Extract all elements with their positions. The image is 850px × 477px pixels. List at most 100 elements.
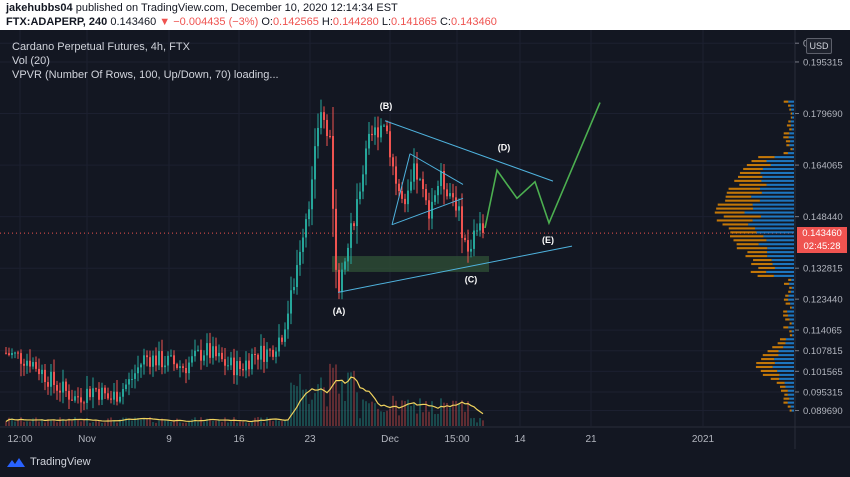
candle-body bbox=[179, 366, 181, 368]
volume-ma-line bbox=[5, 376, 484, 423]
volume-bar bbox=[38, 421, 40, 426]
vpvr-up-row bbox=[789, 318, 794, 321]
volume-bar bbox=[398, 415, 400, 426]
price-tick-label: 0.101565 bbox=[803, 367, 843, 378]
publish-text: published on TradingView.com, December 1… bbox=[75, 2, 398, 14]
time-axis[interactable]: 12:00 Nov 9 16 23 Dec 15:00 14 21 2021 bbox=[7, 434, 714, 445]
vpvr-down-row bbox=[786, 144, 790, 147]
vpvr-down-row bbox=[747, 251, 768, 254]
vpvr-down-row bbox=[750, 270, 767, 273]
volume-bar bbox=[20, 417, 22, 426]
volume-bar bbox=[323, 387, 325, 426]
vpvr-up-row bbox=[789, 397, 794, 400]
volume-bar bbox=[80, 421, 82, 426]
candle-body bbox=[137, 367, 139, 374]
volume-bar bbox=[482, 420, 484, 426]
candle-body bbox=[353, 223, 355, 227]
vpvr-down-row bbox=[717, 203, 753, 206]
volume-bar bbox=[431, 401, 433, 426]
candle-body bbox=[317, 127, 319, 147]
candle-body bbox=[245, 360, 247, 371]
candle-body bbox=[401, 191, 403, 199]
candle-body bbox=[158, 351, 160, 366]
candle-body bbox=[359, 191, 361, 200]
volume-bar bbox=[341, 381, 343, 426]
candle-body bbox=[275, 351, 277, 357]
candle-body bbox=[167, 355, 169, 366]
volume-bar bbox=[128, 418, 130, 426]
vpvr-down-row bbox=[751, 262, 773, 266]
vpvr-down-row bbox=[790, 112, 793, 115]
volume-bar bbox=[203, 422, 205, 426]
vpvr-up-row bbox=[779, 377, 794, 380]
volume-bar bbox=[242, 421, 244, 426]
vpvr-up-row bbox=[752, 219, 794, 222]
legend-vpvr[interactable]: VPVR (Number Of Rows, 100, Up/Down, 70) … bbox=[12, 69, 279, 81]
vpvr-down-row bbox=[788, 278, 792, 281]
vpvr-down-row bbox=[758, 156, 775, 159]
price-chart[interactable]: (A)(B)(C)(D)(E) 0.2010.1953150.1796900.1… bbox=[0, 30, 850, 449]
candle-body bbox=[458, 206, 460, 211]
candle-body bbox=[233, 357, 235, 376]
vpvr-down-row bbox=[783, 136, 789, 139]
volume-bar bbox=[230, 421, 232, 426]
volume-bar bbox=[119, 419, 121, 426]
vpvr-up-row bbox=[762, 167, 794, 171]
vpvr-down-row bbox=[777, 342, 786, 345]
legend-volume[interactable]: Vol (20) bbox=[12, 55, 50, 67]
triangle-upper-line bbox=[384, 120, 554, 182]
volume-bar bbox=[374, 403, 376, 426]
volume-bar bbox=[461, 400, 463, 426]
volume-bar bbox=[404, 401, 406, 426]
vpvr-up-row bbox=[766, 270, 794, 273]
drawings[interactable]: (A) (B) (C) (D) (E) bbox=[333, 101, 601, 316]
vpvr-down-row bbox=[728, 227, 756, 230]
volume-bar bbox=[218, 419, 220, 426]
vpvr-down-row bbox=[789, 409, 792, 412]
vpvr-up-row bbox=[790, 302, 794, 305]
vpvr-down-row bbox=[760, 369, 778, 372]
vpvr-down-row bbox=[783, 397, 790, 400]
volume-bar bbox=[200, 417, 202, 426]
candle-body bbox=[11, 353, 13, 356]
currency-button[interactable]: USD bbox=[806, 38, 832, 54]
time-tick-label: 21 bbox=[585, 434, 597, 445]
volume-bar bbox=[194, 417, 196, 426]
vpvr-up-row bbox=[790, 290, 794, 293]
candle-body bbox=[326, 119, 328, 136]
candle-body bbox=[434, 195, 436, 202]
vpvr-up-row bbox=[778, 350, 794, 353]
tradingview-brand[interactable]: TradingView bbox=[6, 456, 91, 468]
volume-bar bbox=[470, 418, 472, 426]
candle-body bbox=[443, 171, 445, 190]
symbol-label: FTX:ADAPERP, 240 bbox=[6, 16, 108, 28]
vpvr-down-row bbox=[785, 302, 791, 305]
volume-bar bbox=[197, 421, 199, 426]
volume-bar bbox=[47, 419, 49, 426]
vpvr-up-row bbox=[789, 132, 794, 135]
vpvr-up-row bbox=[788, 294, 794, 297]
price-tick-label: 0.179690 bbox=[803, 109, 843, 120]
author-name[interactable]: jakehubbs04 bbox=[6, 2, 73, 14]
vpvr-up-row bbox=[777, 369, 794, 372]
vpvr-up-row bbox=[772, 365, 794, 369]
volume-bar bbox=[458, 403, 460, 426]
vpvr-down-row bbox=[722, 223, 749, 226]
candle-body bbox=[47, 382, 49, 387]
volume-bar bbox=[335, 364, 337, 426]
chart-area[interactable]: (A)(B)(C)(D)(E) 0.2010.1953150.1796900.1… bbox=[0, 30, 850, 449]
candle-body bbox=[77, 396, 79, 398]
vpvr-down-row bbox=[783, 314, 789, 317]
candle-body bbox=[302, 237, 304, 252]
candle-body bbox=[44, 369, 46, 383]
vpvr-up-row bbox=[785, 385, 794, 388]
volume-bar bbox=[224, 417, 226, 426]
vpvr-up-row bbox=[787, 310, 794, 313]
volume-bar bbox=[113, 420, 115, 426]
volume-bar bbox=[50, 420, 52, 426]
vpvr-up-row bbox=[744, 211, 794, 214]
time-tick-label: 12:00 bbox=[7, 434, 32, 445]
volume-bar bbox=[98, 421, 100, 426]
last-price: 0.143460 bbox=[110, 16, 157, 28]
candle-body bbox=[86, 388, 88, 403]
